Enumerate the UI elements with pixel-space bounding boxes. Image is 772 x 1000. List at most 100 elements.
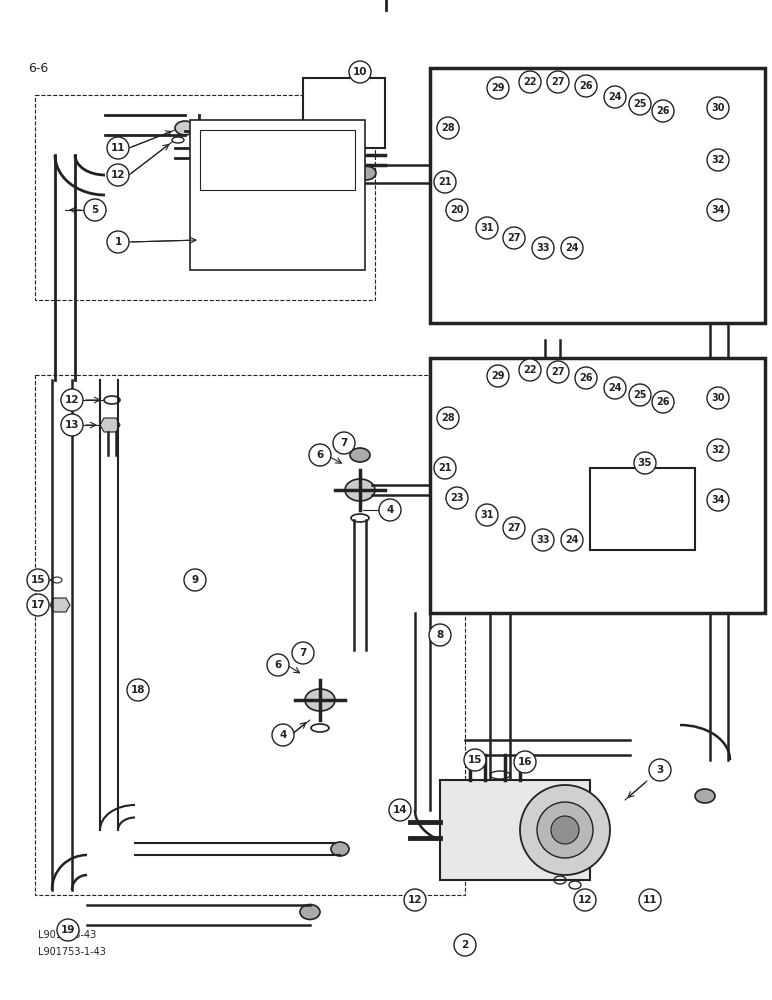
Text: 17: 17 [31,600,46,610]
Circle shape [514,751,536,773]
Circle shape [537,802,593,858]
Text: 30: 30 [711,393,725,403]
Text: 12: 12 [110,170,125,180]
Bar [557,145,573,165]
Circle shape [434,171,456,193]
Circle shape [309,444,331,466]
Text: 20: 20 [450,205,464,215]
Text: 14: 14 [393,805,408,815]
Text: 6: 6 [317,450,323,460]
Text: 11: 11 [643,895,657,905]
Circle shape [333,432,355,454]
Bar [430,68,765,323]
Circle shape [519,359,541,381]
Circle shape [84,199,106,221]
Text: 15: 15 [31,575,46,585]
Ellipse shape [356,166,376,180]
Text: 24: 24 [565,243,579,253]
Text: 7: 7 [340,438,347,448]
Circle shape [267,654,289,676]
Text: 16: 16 [518,757,532,767]
Circle shape [476,504,498,526]
Ellipse shape [175,121,195,135]
Circle shape [547,71,569,93]
Circle shape [522,119,528,125]
Bar [35,95,375,300]
Circle shape [437,117,459,139]
Circle shape [184,569,206,591]
Text: 28: 28 [441,413,455,423]
Circle shape [629,384,651,406]
Ellipse shape [331,842,349,856]
Circle shape [604,86,626,108]
Bar [200,130,355,190]
Circle shape [532,529,554,551]
Circle shape [446,199,468,221]
Bar [587,463,603,483]
Text: 34: 34 [711,205,725,215]
Text: 29: 29 [491,371,505,381]
Circle shape [480,413,486,419]
Text: 26: 26 [656,397,670,407]
Bar [617,160,633,180]
Text: 31: 31 [480,223,494,233]
Text: 26: 26 [579,373,593,383]
Text: 12: 12 [577,895,592,905]
Text: 27: 27 [507,523,521,533]
Text: 27: 27 [551,77,565,87]
Text: 33: 33 [537,535,550,545]
Text: 11: 11 [110,143,125,153]
Circle shape [532,237,554,259]
Text: 21: 21 [438,463,452,473]
Text: 4: 4 [279,730,286,740]
Bar [602,145,618,165]
Circle shape [437,407,459,429]
Circle shape [547,361,569,383]
Bar [590,468,695,550]
Text: 6-6: 6-6 [28,62,48,75]
Circle shape [476,217,498,239]
Text: 4: 4 [386,505,394,515]
Bar [190,120,365,270]
Ellipse shape [339,111,349,118]
Text: 15: 15 [468,755,482,765]
Circle shape [520,785,610,875]
Bar [587,175,603,195]
Circle shape [639,889,661,911]
Circle shape [575,75,597,97]
Circle shape [519,71,541,93]
Circle shape [604,377,626,399]
Polygon shape [50,598,70,612]
Text: 23: 23 [450,493,464,503]
Text: 29: 29 [491,83,505,93]
Circle shape [349,61,371,83]
Circle shape [389,799,411,821]
Text: 5: 5 [91,205,99,215]
Circle shape [475,410,481,416]
Text: 18: 18 [130,685,145,695]
Text: 3: 3 [656,765,664,775]
Text: 24: 24 [608,383,621,393]
Text: 26: 26 [656,106,670,116]
Circle shape [107,231,129,253]
Circle shape [652,100,674,122]
Bar [632,463,648,483]
Circle shape [707,149,729,171]
Circle shape [61,389,83,411]
Text: 25: 25 [633,99,647,109]
Text: 26: 26 [579,81,593,91]
Circle shape [575,367,597,389]
Circle shape [272,724,294,746]
Circle shape [379,499,401,521]
Bar [632,175,648,195]
Text: 13: 13 [65,420,80,430]
Bar [303,78,385,148]
Text: 9: 9 [191,575,198,585]
Circle shape [487,365,509,387]
Ellipse shape [350,448,370,462]
Bar [557,433,573,453]
Circle shape [454,934,476,956]
Text: 28: 28 [441,123,455,133]
Circle shape [503,517,525,539]
Text: 7: 7 [300,648,306,658]
